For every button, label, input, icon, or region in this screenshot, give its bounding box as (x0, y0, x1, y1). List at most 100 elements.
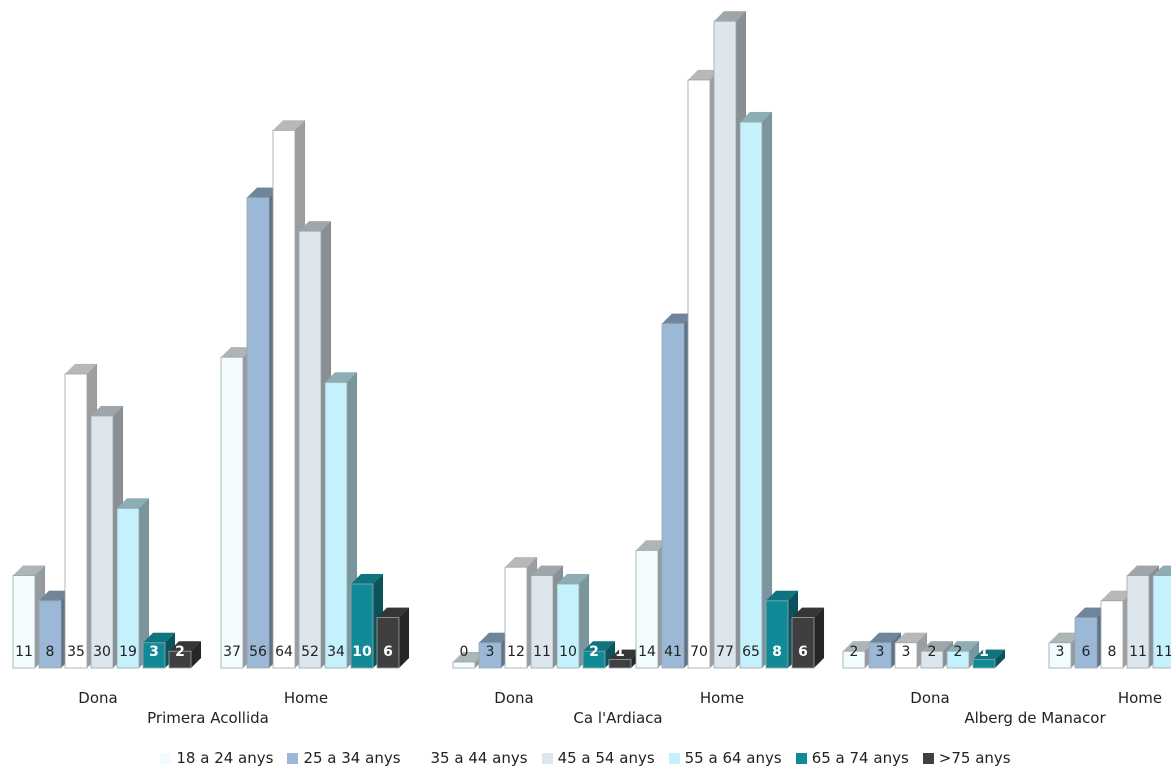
bar-front (894, 642, 918, 669)
bar-front (1126, 575, 1150, 669)
data-label: 3 (1056, 644, 1065, 660)
category-label: Home (1118, 689, 1162, 707)
data-label: 65 (742, 644, 760, 660)
data-label: 37 (223, 644, 241, 660)
bar: 2 (168, 640, 202, 669)
bar-front (376, 617, 400, 669)
bar-front (530, 575, 554, 669)
data-label: 3 (876, 644, 885, 660)
legend-swatch (795, 752, 807, 764)
group-label: Primera Acollida (147, 709, 269, 727)
bar-front (64, 373, 88, 669)
bar-front (478, 642, 502, 669)
data-label: 6 (383, 644, 393, 660)
data-label: 34 (327, 644, 345, 660)
data-label: 6 (1082, 644, 1091, 660)
legend-swatch (668, 752, 680, 764)
bar-front (1048, 642, 1072, 669)
bar-front (38, 600, 62, 669)
bar-front (556, 583, 580, 669)
bar-front (246, 197, 270, 669)
legend-label: 55 a 64 anys (684, 749, 782, 767)
data-label: 19 (119, 644, 137, 660)
bar-front (324, 381, 348, 669)
data-label: 12 (507, 644, 525, 660)
category-label: Home (700, 689, 744, 707)
data-label: 0 (460, 644, 469, 660)
bar: 65 (739, 111, 773, 669)
data-label: 1 (979, 644, 989, 660)
bar-front (298, 230, 322, 669)
bar: 1 (972, 644, 1006, 669)
category-label: Home (284, 689, 328, 707)
bar-front (90, 415, 114, 669)
legend-item: 35 a 44 anys (414, 749, 528, 767)
bar-front (842, 650, 866, 669)
data-label: 77 (716, 644, 734, 660)
bar-front (1152, 575, 1171, 669)
bar-front (868, 642, 892, 669)
data-label: 2 (589, 644, 599, 660)
bar-front (1074, 617, 1098, 669)
legend-item: 25 a 34 anys (287, 749, 401, 767)
legend-label: 35 a 44 anys (430, 749, 528, 767)
legend-label: 45 a 54 anys (557, 749, 655, 767)
data-label: 10 (559, 644, 577, 660)
group-label: Alberg de Manacor (964, 709, 1106, 727)
bar: 2 (582, 640, 616, 669)
data-label: 52 (301, 644, 319, 660)
bar-front (661, 323, 685, 669)
data-label: 3 (902, 644, 911, 660)
bar-front (504, 566, 528, 669)
data-label: 2 (850, 644, 859, 660)
bar: 11 (12, 564, 46, 669)
category-label: Dona (78, 689, 117, 707)
data-label: 3 (149, 644, 159, 660)
bar-front (972, 659, 996, 669)
bar: 11 (1152, 565, 1171, 669)
bar-front (739, 121, 763, 669)
data-label: 1 (615, 644, 625, 660)
bar-front (142, 642, 166, 669)
bar: 2 (946, 640, 980, 669)
bar-front (946, 650, 970, 669)
bar: 11 (1126, 564, 1160, 669)
bar-front (350, 583, 374, 669)
bar-side (813, 606, 825, 669)
legend-item: 65 a 74 anys (795, 749, 909, 767)
legend-label: >75 anys (938, 749, 1011, 767)
legend-item: >75 anys (922, 749, 1011, 767)
data-label: 2 (954, 644, 963, 660)
data-label: 70 (690, 644, 708, 660)
legend-swatch (541, 752, 553, 764)
data-label: 6 (798, 644, 808, 660)
bar-front (1100, 600, 1124, 669)
bar-side (761, 111, 773, 669)
bar-front (608, 659, 632, 669)
bar-front (687, 79, 711, 669)
data-label: 14 (638, 644, 656, 660)
bar: 19 (116, 497, 150, 669)
data-label: 56 (249, 644, 267, 660)
bar-front (12, 575, 36, 669)
data-label: 10 (352, 644, 372, 660)
data-label: 30 (93, 644, 111, 660)
legend-label: 25 a 34 anys (303, 749, 401, 767)
legend-item: 45 a 54 anys (541, 749, 655, 767)
legend-label: 65 a 74 anys (811, 749, 909, 767)
data-label: 11 (15, 644, 33, 660)
bar-front (452, 661, 476, 669)
bar-front (791, 617, 815, 669)
legend-item: 18 a 24 anys (160, 749, 273, 767)
group-label: Ca l'Ardiaca (573, 709, 662, 727)
bar-front (168, 650, 192, 669)
data-label: 8 (46, 644, 55, 660)
bar-front (272, 129, 296, 669)
legend-label: 18 a 24 anys (176, 749, 274, 767)
bar: 6 (376, 606, 410, 669)
legend-item: 55 a 64 anys (668, 749, 782, 767)
legend-swatch (414, 752, 426, 764)
data-label: 11 (1155, 644, 1171, 660)
